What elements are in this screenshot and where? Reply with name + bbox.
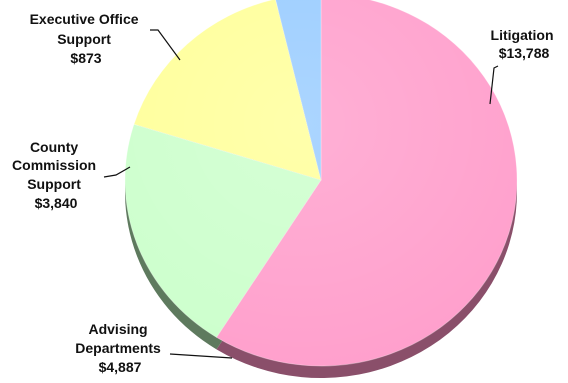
- leader-line-executive: [150, 29, 181, 61]
- leader-line-litigation: [489, 65, 499, 105]
- label-executive-value: $873: [70, 50, 101, 66]
- label-litigation-name: Litigation: [491, 27, 554, 43]
- label-litigation: Litigation $13,788: [491, 27, 558, 61]
- label-commission-line2: Commission: [12, 157, 96, 173]
- label-advising-line2: Departments: [75, 340, 161, 356]
- label-advising-value: $4,887: [99, 359, 142, 375]
- leader-line-commission: [103, 166, 131, 178]
- label-advising: Advising Departments $4,887: [75, 321, 164, 375]
- leader-line-advising: [169, 353, 233, 359]
- label-executive-line1: Executive Office: [30, 11, 139, 27]
- label-executive-line2: Support: [57, 31, 111, 47]
- label-commission: County Commission Support $3,840: [12, 139, 100, 211]
- label-commission-line3: Support: [27, 176, 81, 192]
- pie-slices: [124, 0, 518, 367]
- label-executive: Executive Office Support $873: [30, 11, 143, 66]
- label-commission-line1: County: [30, 139, 78, 155]
- label-litigation-value: $13,788: [499, 45, 550, 61]
- label-commission-value: $3,840: [35, 195, 78, 211]
- label-advising-line1: Advising: [88, 321, 147, 337]
